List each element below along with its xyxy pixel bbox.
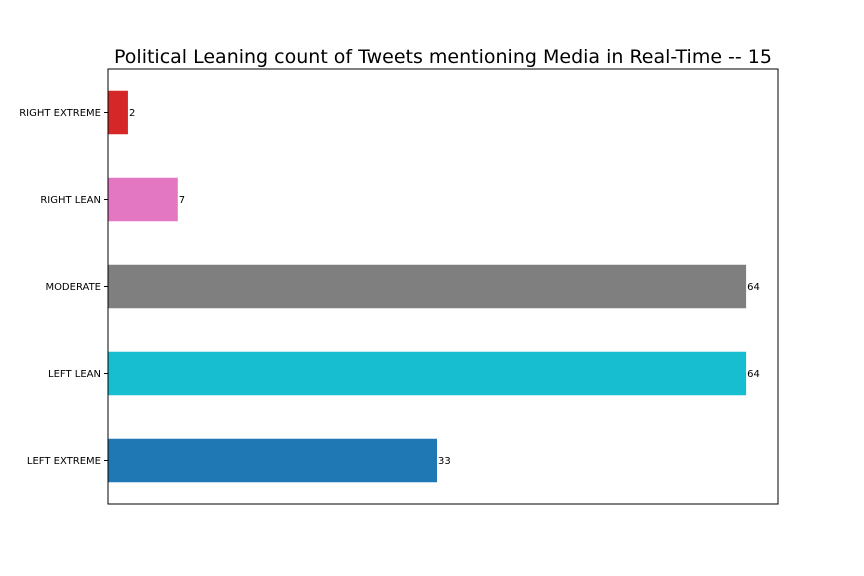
data-label: 64 xyxy=(747,282,760,293)
data-label: 2 xyxy=(129,108,135,119)
y-tick-label: MODERATE xyxy=(45,282,101,293)
bars-layer xyxy=(108,90,747,483)
chart-title: Political Leaning count of Tweets mentio… xyxy=(114,46,772,68)
bar-left-lean xyxy=(108,351,747,396)
y-tick-label: RIGHT LEAN xyxy=(40,195,101,206)
y-tick-label: LEFT EXTREME xyxy=(27,456,101,467)
data-label: 7 xyxy=(179,195,185,206)
y-tick-label: RIGHT EXTREME xyxy=(19,108,101,119)
plot-area-frame xyxy=(107,68,779,505)
bar-right-lean xyxy=(108,177,178,222)
bar-left-extreme xyxy=(108,438,438,483)
data-label: 33 xyxy=(438,456,451,467)
bar-moderate xyxy=(108,264,747,309)
data-label: 64 xyxy=(747,369,760,380)
labels-layer: RIGHT EXTREME 2 RIGHT LEAN 7 MODERATE 64 LEFT … xyxy=(19,108,760,467)
bar-right-extreme xyxy=(108,90,128,135)
y-tick-label: LEFT LEAN xyxy=(48,369,101,380)
